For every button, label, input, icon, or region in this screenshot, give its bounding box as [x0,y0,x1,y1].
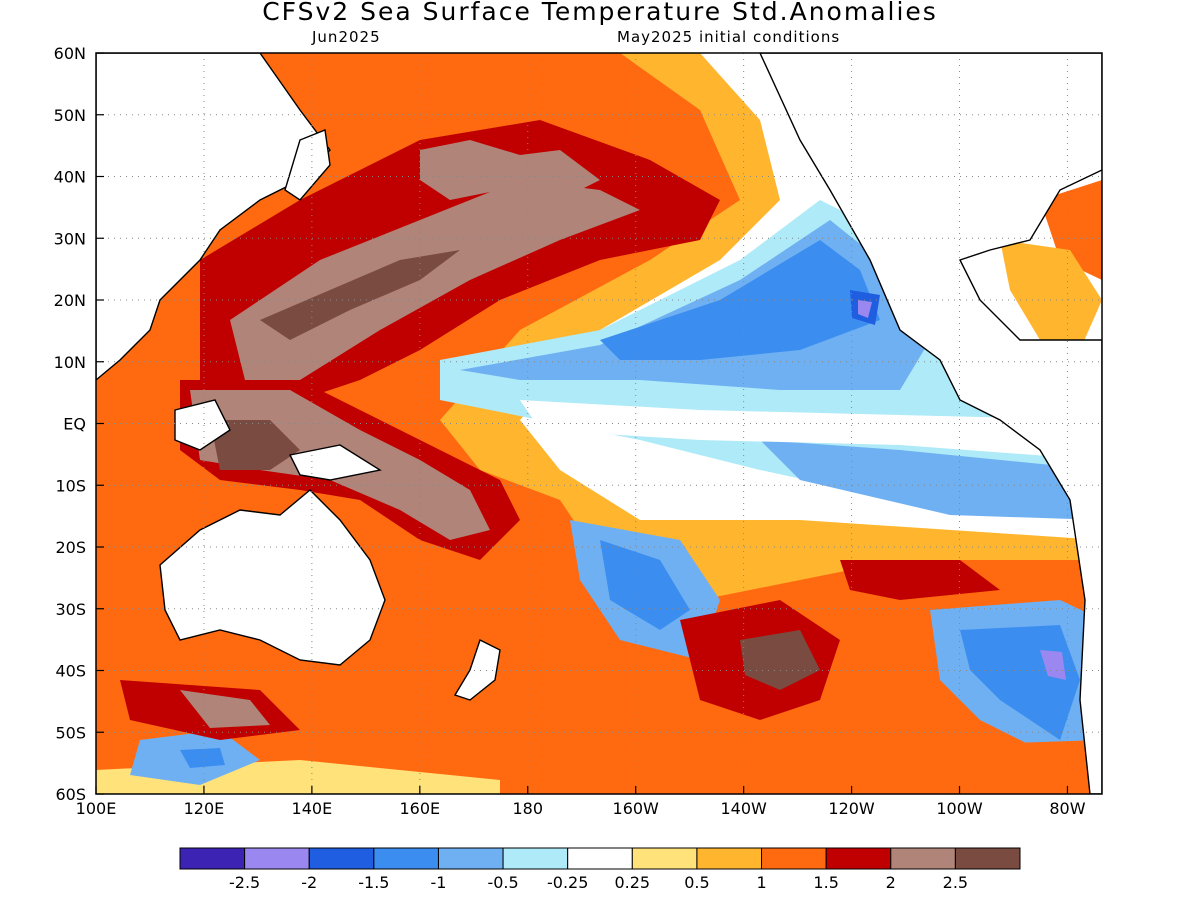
latitude-axis: 60N 50N 40N 30N 20N 10N EQ 10S 20S 30S 40S 50S 60S [54,44,104,804]
lat-tick-label: 30S [55,600,86,619]
legend-label: -2.5 [229,873,260,892]
lat-tick-label: 30N [54,229,86,248]
legend-label: -1 [430,873,446,892]
legend-label: 2.5 [943,873,968,892]
legend-label: -0.5 [487,873,518,892]
lat-tick-label: 60N [54,44,86,63]
legend-swatch [567,847,633,870]
lat-tick-label: 20N [54,291,86,310]
lon-tick-label: 80W [1049,799,1085,818]
legend-label: -0.25 [547,873,588,892]
map-title: CFSv2 Sea Surface Temperature Std.Anomal… [262,0,938,26]
legend-label: -1.5 [358,873,389,892]
legend-label: -2 [301,873,317,892]
legend-swatch [825,847,892,870]
legend-swatch [437,847,504,870]
lon-tick-label: 120E [184,799,225,818]
legend-swatch [244,847,310,870]
lat-tick-label: EQ [63,415,86,434]
lat-tick-label: 40N [54,168,86,187]
legend-label: 2 [886,873,896,892]
lat-tick-label: 60S [55,785,86,804]
legend-swatch [696,847,763,870]
lon-tick-label: 140E [292,799,333,818]
coastlines [96,53,1102,794]
legend-label: 1.5 [813,873,838,892]
legend-label: 0.25 [614,873,650,892]
lat-tick-label: 10S [55,476,86,495]
lon-tick-label: 100W [936,799,983,818]
lat-tick-label: 40S [55,662,86,681]
legend-swatch [890,847,956,870]
color-legend: -2.5 -2 -1.5 -1 -0.5 -0.25 0.25 0.5 1 1.5 2 2.5 [179,847,1021,892]
legend-swatch [373,847,439,870]
legend-swatch [761,847,827,870]
legend-label: 0.5 [684,873,709,892]
legend-swatch [308,847,375,870]
lon-tick-label: 160W [613,799,660,818]
legend-swatch [954,847,1021,870]
longitude-axis: 100E 120E 140E 160E 180 160W 140W 120W 100W 80W [76,786,1086,818]
legend-swatch [631,847,698,870]
forecast-month: Jun2025 [312,28,381,46]
legend-swatch [179,847,246,870]
lat-tick-label: 50S [55,723,86,742]
lon-tick-label: 160E [399,799,440,818]
legend-swatch [502,847,569,870]
lon-tick-label: 120W [828,799,875,818]
lon-tick-label: 140W [720,799,767,818]
legend-label: 1 [756,873,766,892]
lon-tick-label: 180 [512,799,543,818]
lon-tick-label: 100E [76,799,117,818]
lat-tick-label: 10N [54,353,86,372]
lat-tick-label: 20S [55,538,86,557]
initial-conditions-label: May2025 initial conditions [617,28,841,46]
lat-tick-label: 50N [54,106,86,125]
